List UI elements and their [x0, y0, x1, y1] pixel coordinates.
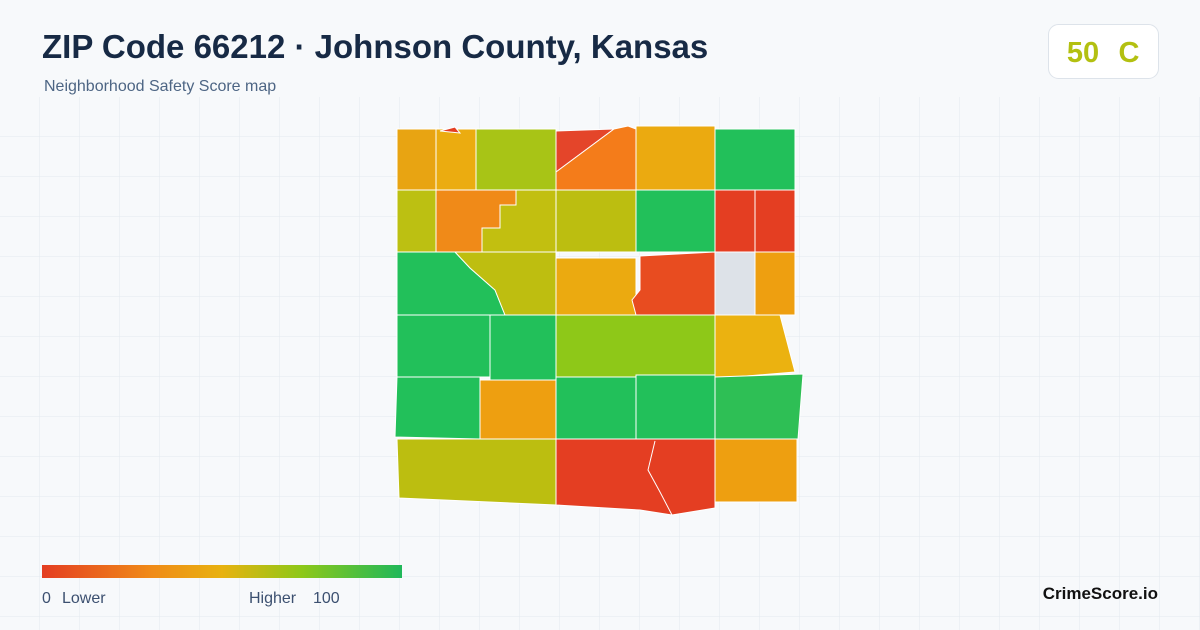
area — [635, 125, 716, 191]
area — [439, 126, 462, 134]
area — [714, 251, 756, 316]
area — [714, 314, 796, 378]
area-border — [647, 440, 673, 516]
area — [394, 376, 481, 440]
area — [475, 128, 557, 191]
area — [555, 189, 637, 253]
area — [396, 189, 437, 253]
area — [714, 189, 756, 253]
area — [396, 438, 557, 506]
area — [396, 314, 491, 378]
legend-min-label: Lower — [62, 590, 106, 607]
legend-scale — [42, 565, 402, 578]
title: ZIP Code 66212 · Johnson County, Kansas — [42, 28, 708, 65]
legend-max: 100 — [313, 590, 340, 607]
score-badge — [1048, 24, 1159, 79]
area — [479, 379, 557, 440]
area — [555, 438, 716, 516]
subtitle: Neighborhood Safety Score map — [44, 78, 276, 95]
score-value: 50 — [1067, 37, 1099, 69]
area — [396, 128, 437, 191]
area — [714, 438, 798, 503]
area — [754, 189, 796, 253]
area — [555, 376, 637, 440]
area — [714, 373, 804, 440]
area — [754, 251, 796, 316]
legend-min: 0 — [42, 590, 51, 607]
area — [489, 314, 557, 381]
area — [635, 374, 716, 440]
area — [555, 257, 637, 316]
score-grade: C — [1119, 37, 1140, 69]
legend-max-label: Higher — [249, 590, 297, 607]
area — [635, 189, 716, 253]
neighborhood-map — [394, 125, 804, 516]
brand: CrimeScore.io — [1043, 584, 1158, 603]
area — [714, 128, 796, 191]
area — [631, 251, 716, 316]
area — [555, 314, 716, 378]
area — [435, 128, 477, 191]
